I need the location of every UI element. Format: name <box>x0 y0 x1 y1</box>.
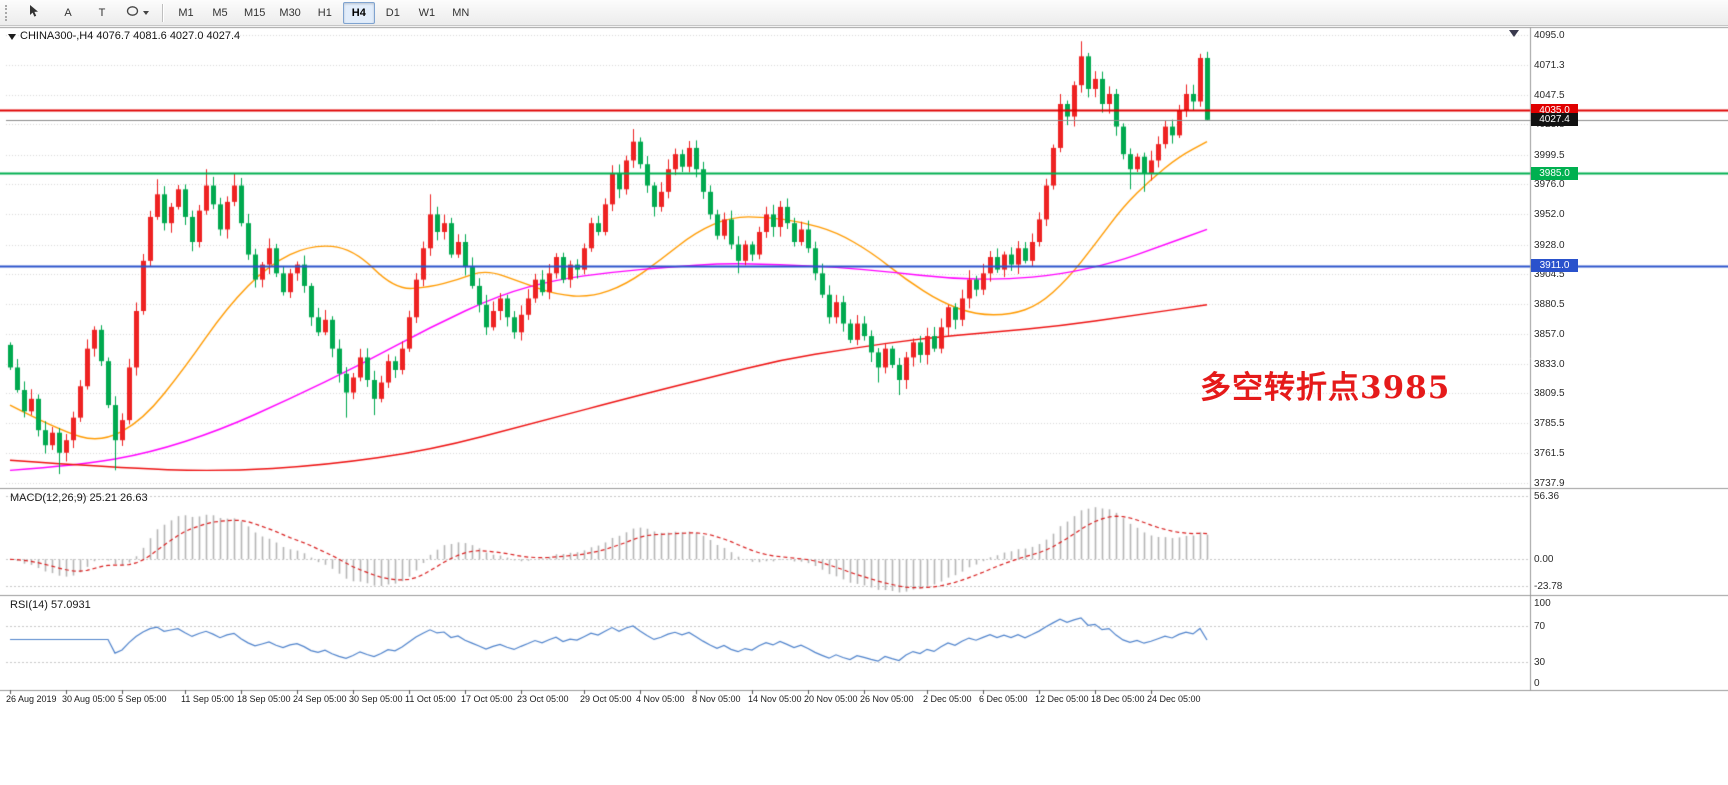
time-axis-label: 5 Sep 05:00 <box>118 694 167 704</box>
time-axis-label: 23 Oct 05:00 <box>517 694 569 704</box>
price-axis-label: 3904.5 <box>1534 268 1565 280</box>
chart-title: CHINA300-,H4 4076.7 4081.6 4027.0 4027.4 <box>20 30 241 42</box>
price-axis-label: 4095.0 <box>1534 30 1565 41</box>
macd-axis-label: -23.78 <box>1534 581 1563 592</box>
time-axis-label: 20 Nov 05:00 <box>804 694 858 704</box>
time-axis-label: 29 Oct 05:00 <box>580 694 632 704</box>
price-axis-label: 4047.5 <box>1534 89 1565 101</box>
time-axis-label: 6 Dec 05:00 <box>979 694 1028 704</box>
text-label-tool-button[interactable]: A <box>64 6 72 19</box>
timeframe-m15-button[interactable]: M15 <box>244 6 266 19</box>
time-axis-label: 24 Sep 05:00 <box>293 694 347 704</box>
time-axis-label: 26 Nov 05:00 <box>860 694 914 704</box>
time-axis-label: 30 Sep 05:00 <box>349 694 403 704</box>
timeframe-h1-button[interactable]: H1 <box>317 6 332 19</box>
hline-price-badge[interactable]: 3985.0 <box>1531 166 1578 180</box>
time-axis-label: 26 Aug 2019 <box>6 694 57 704</box>
price-axis-label: 3952.0 <box>1534 209 1565 221</box>
time-axis-label: 4 Nov 05:00 <box>636 694 685 704</box>
time-axis-label: 30 Aug 05:00 <box>62 694 116 704</box>
time-axis-label: 12 Dec 05:00 <box>1035 694 1089 704</box>
shapes-icon <box>126 5 140 20</box>
time-axis-label: 11 Sep 05:00 <box>181 694 234 704</box>
price-axis-label: 3928.0 <box>1534 239 1565 251</box>
time-axis-label: 2 Dec 05:00 <box>923 694 972 704</box>
text-tool-button[interactable]: T <box>98 6 106 19</box>
shapes-tool-button[interactable] <box>120 2 155 24</box>
time-axis-label: 18 Sep 05:00 <box>237 694 291 704</box>
toolbar-separator <box>162 3 163 22</box>
toolbar-grip[interactable] <box>5 4 12 21</box>
timeframe-w1-button[interactable]: W1 <box>418 6 436 19</box>
time-axis-label: 11 Oct 05:00 <box>405 694 456 704</box>
chart-annotation-text: 多空转折点3985 <box>1200 370 1451 406</box>
cursor-icon <box>28 4 40 21</box>
rsi-axis-label: 30 <box>1534 657 1546 668</box>
chart-shift-marker[interactable] <box>1509 30 1519 37</box>
price-axis-label: 3833.0 <box>1534 358 1565 370</box>
timeframe-h4-button[interactable]: H4 <box>342 1 375 24</box>
timeframe-m30-button[interactable]: M30 <box>279 6 301 19</box>
cursor-tool-button[interactable] <box>18 2 50 24</box>
chevron-down-icon <box>143 10 149 15</box>
price-axis-label: 3737.9 <box>1534 478 1565 489</box>
timeframe-d1-button[interactable]: D1 <box>385 6 400 19</box>
price-axis-label: 3880.5 <box>1534 299 1565 311</box>
macd-axis-label: 56.36 <box>1534 491 1560 502</box>
time-axis-label: 24 Dec 05:00 <box>1147 694 1201 704</box>
hline-price-badge[interactable]: 3911.0 <box>1531 259 1578 273</box>
macd-indicator-label: MACD(12,26,9) 25.21 26.63 <box>10 492 148 504</box>
current-price-badge: 4027.4 <box>1531 113 1578 127</box>
timeframe-m5-button[interactable]: M5 <box>212 6 228 19</box>
price-axis-label: 3761.5 <box>1534 448 1565 460</box>
time-axis-label: 8 Nov 05:00 <box>692 694 741 704</box>
macd-axis-label: 0.00 <box>1534 554 1554 566</box>
time-axis-label: 14 Nov 05:00 <box>748 694 802 704</box>
time-axis-label: 17 Oct 05:00 <box>461 694 513 704</box>
rsi-axis-label: 0 <box>1534 678 1540 689</box>
price-axis-label: 3785.5 <box>1534 418 1565 430</box>
timeframe-mn-button[interactable]: MN <box>452 6 470 19</box>
timeframe-m1-button[interactable]: M1 <box>178 6 194 19</box>
chart-menu-triangle-icon[interactable] <box>8 34 16 40</box>
price-axis-label: 3857.0 <box>1534 328 1565 340</box>
price-axis-label: 3999.5 <box>1534 149 1565 161</box>
rsi-indicator-label: RSI(14) 57.0931 <box>10 599 91 611</box>
price-axis-label: 3976.0 <box>1534 179 1565 191</box>
toolbar: A T M1 M5 M15 M30 H1 H4 D1 W1 MN <box>0 0 1728 26</box>
price-axis-label: 3809.5 <box>1534 388 1565 400</box>
price-axis-label: 4071.3 <box>1534 59 1565 71</box>
rsi-axis-label: 100 <box>1534 598 1551 609</box>
rsi-axis-label: 70 <box>1534 621 1546 632</box>
time-axis-label: 18 Dec 05:00 <box>1091 694 1145 704</box>
